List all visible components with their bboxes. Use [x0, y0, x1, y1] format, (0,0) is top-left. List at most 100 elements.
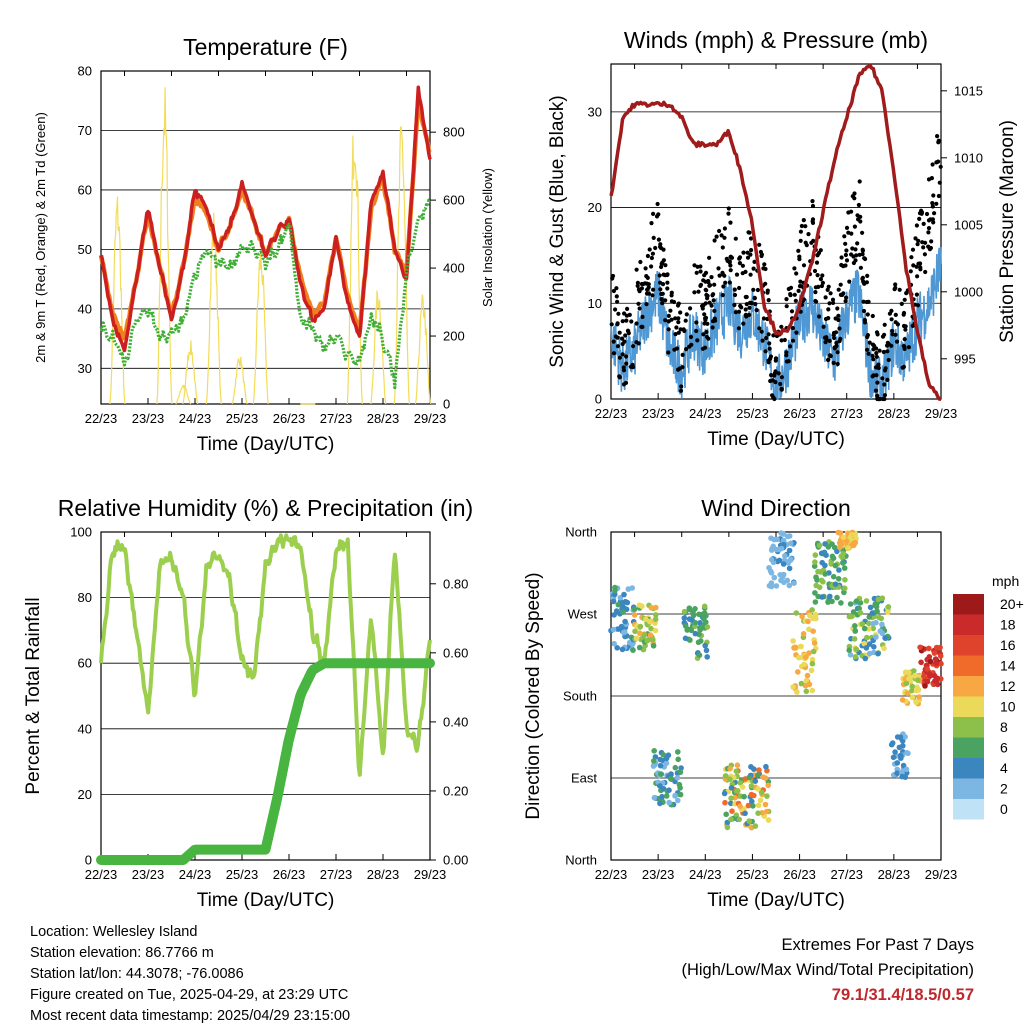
- gust-point: [616, 311, 621, 316]
- direction-point: [619, 646, 626, 653]
- gust-point: [702, 273, 707, 278]
- gust-point: [852, 196, 857, 201]
- gust-point: [882, 322, 887, 327]
- gust-point: [709, 303, 714, 308]
- gust-point: [712, 282, 717, 287]
- gust-point: [651, 235, 656, 240]
- direction-point: [892, 749, 898, 755]
- gust-point: [675, 346, 680, 351]
- gust-point: [935, 134, 940, 139]
- direction-point: [625, 586, 632, 592]
- gust-point: [926, 226, 932, 231]
- gust-point: [772, 371, 778, 376]
- gust-point: [815, 252, 820, 258]
- gust-point: [734, 272, 740, 277]
- direction-point: [938, 661, 944, 667]
- legend-label: 4: [1000, 760, 1008, 776]
- direction-point: [765, 817, 772, 823]
- direction-point: [903, 766, 910, 773]
- direction-point: [811, 563, 818, 569]
- winds-title: Winds (mph) & Pressure (mb): [624, 27, 928, 53]
- direction-point: [786, 565, 793, 572]
- direction-point: [932, 678, 938, 684]
- x-tick-label: 22/23: [85, 411, 118, 426]
- gust-point: [856, 217, 861, 222]
- direction-point: [790, 684, 796, 690]
- direction-point: [672, 764, 679, 771]
- gust-point: [659, 264, 664, 270]
- direction-point: [677, 791, 684, 798]
- direction-point: [852, 532, 858, 538]
- direction-point: [620, 609, 626, 615]
- direction-point: [867, 604, 874, 611]
- gust-point: [929, 239, 934, 244]
- direction-point: [785, 560, 791, 566]
- x-tick-label: 25/23: [226, 867, 259, 882]
- gust-point: [810, 220, 816, 225]
- gust-point: [902, 297, 907, 302]
- gust-point: [799, 223, 805, 229]
- x-tick-label: 25/23: [226, 411, 259, 426]
- gust-point: [926, 230, 931, 235]
- gust-point: [885, 349, 890, 354]
- gust-point: [611, 339, 616, 344]
- 2m-td-line: [99, 198, 432, 390]
- direction-point: [823, 552, 829, 558]
- gust-point: [716, 266, 721, 271]
- gust-point: [624, 354, 629, 359]
- gust-point: [714, 234, 719, 239]
- gust-point: [887, 311, 893, 316]
- direction-point: [909, 683, 915, 690]
- winds-x-axis-label: Time (Day/UTC): [707, 429, 845, 450]
- gust-point: [754, 308, 759, 313]
- direction-point: [672, 792, 678, 799]
- gust-point: [649, 264, 654, 269]
- gust-point: [676, 316, 681, 321]
- x-tick-label: 28/23: [878, 867, 911, 882]
- y2-tick-label: 1000: [954, 284, 983, 299]
- gust-point: [834, 340, 839, 345]
- gust-point: [628, 364, 633, 369]
- direction-point: [723, 811, 729, 818]
- y-tick-label: South: [563, 689, 597, 704]
- direction-point: [773, 583, 780, 589]
- gust-point: [644, 302, 649, 307]
- gust-point: [704, 329, 709, 335]
- gust-point: [680, 352, 685, 357]
- direction-point: [688, 627, 695, 634]
- x-tick-label: 28/23: [367, 411, 400, 426]
- gust-point: [709, 275, 714, 280]
- gust-point: [784, 297, 789, 302]
- direction-point: [864, 634, 870, 641]
- gust-point: [882, 332, 887, 337]
- gust-point: [737, 256, 742, 261]
- direction-point: [764, 793, 770, 799]
- direction-point: [746, 818, 752, 824]
- recent-timestamp: Most recent data timestamp: 2025/04/29 2…: [30, 1008, 351, 1024]
- direction-point: [903, 680, 910, 687]
- gust-point: [674, 325, 679, 330]
- direction-point: [859, 621, 866, 627]
- gust-point: [707, 255, 712, 260]
- direction-point: [755, 810, 761, 816]
- direction-point: [637, 630, 643, 637]
- direction-point: [766, 565, 772, 571]
- gust-point: [763, 281, 768, 286]
- gust-point: [897, 287, 902, 292]
- gust-point: [702, 321, 707, 326]
- gust-point: [842, 234, 847, 239]
- direction-point: [758, 789, 765, 796]
- gust-point: [615, 322, 620, 327]
- gust-point: [903, 327, 908, 332]
- legend-label: 16: [1000, 637, 1016, 653]
- direction-point: [809, 607, 815, 613]
- winds-y-axis-label: Sonic Wind & Gust (Blue, Black): [547, 95, 568, 367]
- direction-point: [828, 561, 834, 567]
- legend-swatch: [953, 778, 984, 799]
- gust-point: [721, 284, 726, 289]
- x-tick-label: 29/23: [925, 406, 958, 421]
- direction-point: [666, 799, 672, 806]
- direction-point: [793, 610, 800, 616]
- gust-point: [876, 362, 881, 367]
- gust-point: [826, 307, 831, 312]
